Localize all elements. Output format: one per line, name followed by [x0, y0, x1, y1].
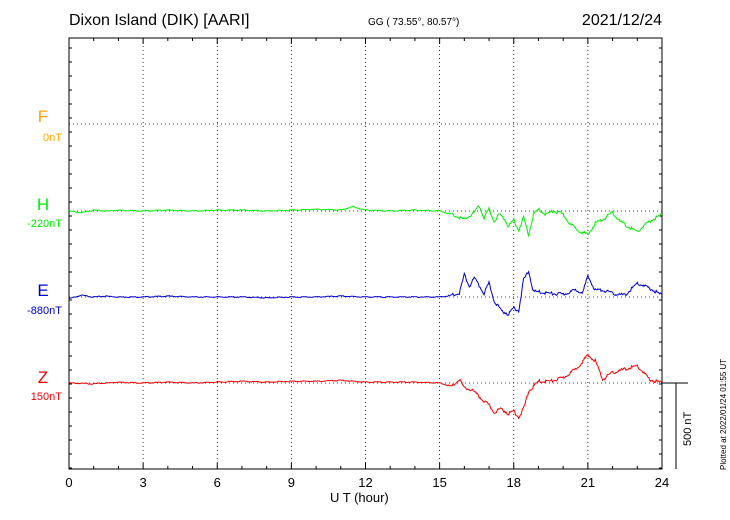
- channel-name-H: H: [36, 195, 50, 214]
- x-tick-label: 9: [288, 475, 295, 490]
- x-tick-label: 0: [65, 475, 72, 490]
- station-title: Dixon Island (DIK) [AARI]: [69, 12, 250, 29]
- x-tick-label: 12: [358, 475, 372, 490]
- x-tick-label: 6: [214, 475, 221, 490]
- channel-baseline-F: 0nT: [43, 132, 62, 144]
- series-line-H: [68, 205, 663, 238]
- x-tick-label: 3: [140, 475, 147, 490]
- x-tick-label: 15: [432, 475, 446, 490]
- plotted-timestamp: Plotted at 2022/01/24 01:55 UT: [719, 358, 728, 470]
- series-line-Z: [68, 353, 663, 420]
- channel-baseline-E: -880nT: [27, 305, 62, 317]
- date-label: 2021/12/24: [581, 12, 662, 29]
- geographic-coordinates: GG ( 73.55°, 80.57°): [368, 17, 460, 28]
- x-tick-label: 21: [581, 475, 595, 490]
- channel-name-E: E: [37, 281, 49, 300]
- x-tick-label: 24: [655, 475, 669, 490]
- channel-name-F: F: [37, 107, 49, 126]
- channel-baseline-Z: 150nT: [30, 391, 62, 403]
- channel-name-Z: Z: [37, 368, 49, 387]
- x-axis-label: U T (hour): [330, 490, 389, 505]
- series-line-E: [68, 270, 663, 316]
- scale-bar-label: 500 nT: [682, 411, 694, 446]
- channel-baseline-H: -220nT: [27, 218, 62, 230]
- x-tick-label: 18: [507, 475, 521, 490]
